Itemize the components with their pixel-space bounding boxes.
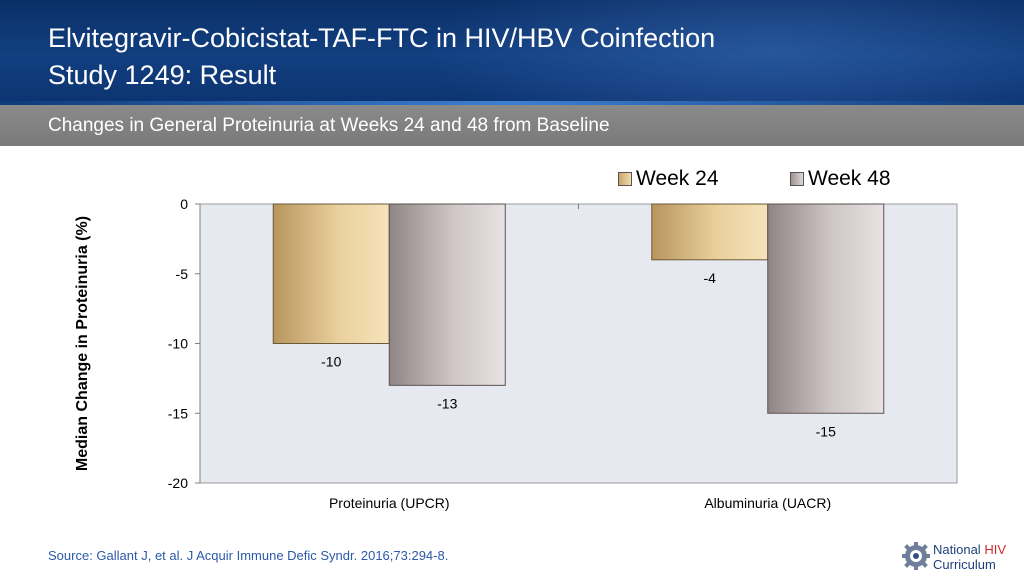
x-category-label: Albuminuria (UACR) (704, 495, 831, 511)
data-label: -15 (816, 423, 836, 439)
header-accent-line (0, 101, 1024, 105)
y-tick-label: -20 (168, 475, 188, 491)
logo-word-curriculum: Curriculum (933, 557, 996, 572)
logo-word-hiv: HIV (984, 542, 1006, 557)
subtitle-bar: Changes in General Proteinuria at Weeks … (0, 105, 1024, 146)
bar-week-48-1 (388, 203, 506, 386)
data-label: -13 (437, 395, 457, 411)
bar-week-48-2 (767, 203, 885, 414)
logo-word-national: National (933, 542, 985, 557)
logo-text: National HIV Curriculum (933, 542, 1006, 572)
data-label: -4 (704, 270, 717, 286)
legend-item-week48: Week 48 (790, 167, 891, 191)
national-hiv-curriculum-logo: National HIV Curriculum (902, 542, 1020, 574)
y-tick-label: -15 (168, 405, 188, 421)
bar-week-24-1 (272, 203, 390, 344)
x-category-label: Proteinuria (UPCR) (329, 495, 450, 511)
slide-title-line2: Study 1249: Result (48, 60, 277, 90)
legend-item-week24: Week 24 (618, 167, 719, 191)
slide-subtitle: Changes in General Proteinuria at Weeks … (48, 115, 610, 136)
header-banner: Elvitegravir-Cobicistat-TAF-FTC in HIV/H… (0, 0, 1024, 101)
legend-label-week48: Week 48 (808, 167, 891, 190)
y-axis-title: Median Change in Proteinuria (%) (74, 216, 91, 471)
y-tick-label: -5 (176, 266, 189, 282)
source-citation: Source: Gallant J, et al. J Acquir Immun… (48, 548, 449, 563)
gear-icon (902, 542, 930, 570)
bar-chart: Median Change in Proteinuria (%) 0 -5 -10 -… (74, 196, 958, 511)
header-glow (420, 0, 1024, 101)
bar-week-24-2 (651, 203, 769, 261)
legend-swatch-week48 (790, 172, 804, 186)
legend-label-week24: Week 24 (636, 167, 719, 190)
y-tick-label: 0 (180, 196, 188, 212)
data-label: -10 (321, 354, 341, 370)
legend-swatch-week24 (618, 172, 632, 186)
y-tick-label: -10 (168, 336, 188, 352)
slide-title-line1: Elvitegravir-Cobicistat-TAF-FTC in HIV/H… (48, 23, 716, 53)
